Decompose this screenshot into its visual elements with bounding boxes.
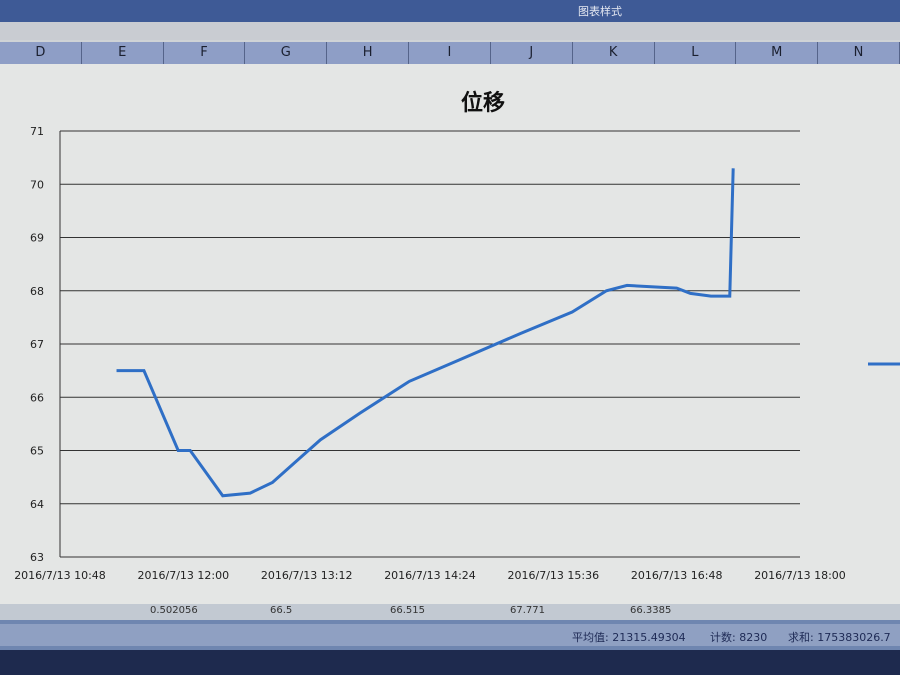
- y-tick-label: 63: [30, 551, 44, 564]
- status-sum: 求和: 175383026.7: [788, 631, 891, 644]
- column-header[interactable]: E: [82, 42, 164, 64]
- y-tick-label: 71: [30, 125, 44, 138]
- status-average: 平均值: 21315.49304: [572, 631, 686, 644]
- y-tick-label: 67: [30, 338, 44, 351]
- y-tick-label: 66: [30, 391, 44, 404]
- x-tick-label: 2016/7/13 15:36: [508, 569, 600, 582]
- taskbar: [0, 650, 900, 675]
- x-tick-label: 2016/7/13 12:00: [138, 569, 230, 582]
- cell-value[interactable]: 67.771: [510, 605, 545, 616]
- series-line: [116, 168, 735, 498]
- y-tick-label: 65: [30, 445, 44, 458]
- column-header[interactable]: L: [655, 42, 737, 64]
- cell-value[interactable]: 0.502056: [150, 605, 198, 616]
- cell-value[interactable]: 66.5: [270, 605, 293, 616]
- y-tick-label: 70: [30, 178, 44, 191]
- column-header[interactable]: I: [409, 42, 491, 64]
- x-tick-label: 2016/7/13 14:24: [384, 569, 476, 582]
- column-header[interactable]: F: [164, 42, 246, 64]
- column-header[interactable]: J: [491, 42, 573, 64]
- bottom-area: 0.502056 66.5 66.515 67.771 66.3385 平均值: 213…: [0, 604, 900, 675]
- column-header[interactable]: M: [736, 42, 819, 64]
- column-header[interactable]: K: [573, 42, 655, 64]
- x-tick-label: 2016/7/13 18:00: [754, 569, 846, 582]
- title-bar: 图表样式: [0, 0, 900, 22]
- window-title: 图表样式: [578, 5, 622, 18]
- chart-title: 位移: [461, 90, 505, 116]
- ribbon: [0, 22, 900, 40]
- y-tick-label: 68: [30, 285, 44, 298]
- column-header[interactable]: H: [327, 42, 410, 64]
- cell-value[interactable]: 66.515: [390, 605, 425, 616]
- status-count: 计数: 8230: [710, 631, 768, 644]
- y-tick-label: 64: [30, 498, 44, 511]
- y-tick-label: 69: [30, 232, 44, 245]
- column-header[interactable]: D: [0, 42, 82, 64]
- cell-value[interactable]: 66.3385: [630, 605, 672, 616]
- x-tick-label: 2016/7/13 16:48: [631, 569, 723, 582]
- column-header[interactable]: N: [818, 42, 900, 64]
- x-tick-label: 2016/7/13 10:48: [14, 569, 106, 582]
- data-row: 0.502056 66.5 66.515 67.771 66.3385: [0, 604, 900, 620]
- x-tick-label: 2016/7/13 13:12: [261, 569, 353, 582]
- line-chart: 位移 63 64 65 66 67 68 69 70 71 2016/7/13 10:48 2016…: [14, 90, 900, 582]
- column-header[interactable]: G: [245, 42, 328, 64]
- status-bar: 平均值: 21315.49304 计数: 8230 求和: 175383026.…: [0, 624, 900, 646]
- chart-area[interactable]: 位移 63 64 65 66 67 68 69 70 71 2016/7/13 10:48 2016…: [0, 64, 900, 604]
